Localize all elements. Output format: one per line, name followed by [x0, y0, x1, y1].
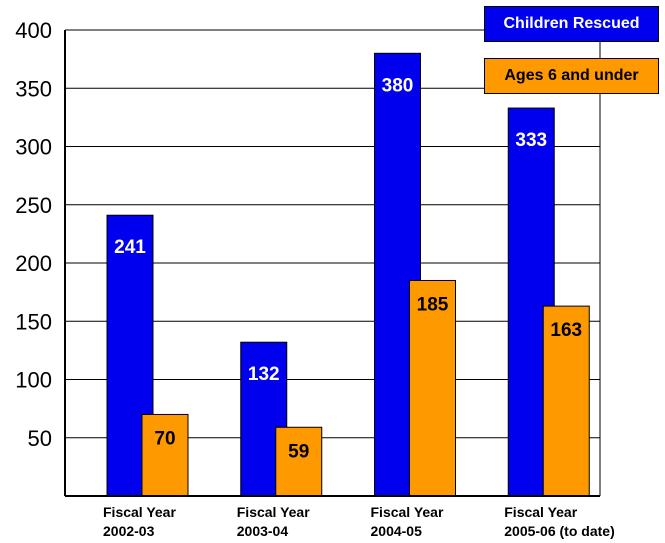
y-tick-label: 250 — [15, 193, 52, 218]
gridlines — [65, 29, 600, 439]
data-label: 380 — [382, 75, 414, 96]
bar — [409, 279, 456, 497]
y-tick-label: 200 — [15, 251, 52, 276]
x-tick-label: Fiscal Year 2004-05 — [371, 504, 444, 539]
data-label: 59 — [288, 441, 309, 462]
x-tick-line: 2005-06 (to date) — [504, 523, 614, 539]
x-tick-line: 2004-05 — [371, 523, 423, 539]
axes — [64, 30, 601, 497]
data-label: 333 — [515, 130, 547, 151]
x-tick-line: Fiscal Year — [103, 504, 176, 520]
x-tick-line: 2002-03 — [103, 523, 155, 539]
data-label: 132 — [248, 364, 280, 385]
y-tick-label: 100 — [15, 368, 52, 393]
y-tick-label: 300 — [15, 135, 52, 160]
x-tick-label: Fiscal Year 2003-04 — [237, 504, 310, 539]
data-label: 163 — [550, 320, 582, 341]
y-tick-label: 50 — [28, 426, 52, 451]
y-tick-label: 400 — [15, 18, 52, 43]
data-label: 185 — [417, 294, 449, 315]
data-label: 70 — [154, 428, 175, 449]
x-tick-label: Fiscal Year 2005-06 (to date) — [504, 504, 614, 539]
x-tick-label: Fiscal Year 2002-03 — [103, 504, 176, 539]
y-tick-labels: 50 100 150 200 250 300 350 400 — [15, 18, 52, 451]
data-label: 241 — [114, 237, 146, 258]
bar — [542, 305, 590, 497]
x-tick-line: 2003-04 — [237, 523, 289, 539]
x-tick-line: Fiscal Year — [504, 504, 577, 520]
y-tick-label: 150 — [15, 309, 52, 334]
x-tick-line: Fiscal Year — [371, 504, 444, 520]
legend-children-rescued: Children Rescued — [484, 6, 659, 42]
bars — [106, 52, 590, 497]
data-labels: 241 70 132 59 380 185 333 163 — [114, 75, 582, 462]
y-tick-label: 350 — [15, 76, 52, 101]
bar — [141, 413, 189, 497]
legend-ages-6-and-under: Ages 6 and under — [484, 58, 659, 94]
bar — [275, 426, 323, 497]
x-tick-line: Fiscal Year — [237, 504, 310, 520]
